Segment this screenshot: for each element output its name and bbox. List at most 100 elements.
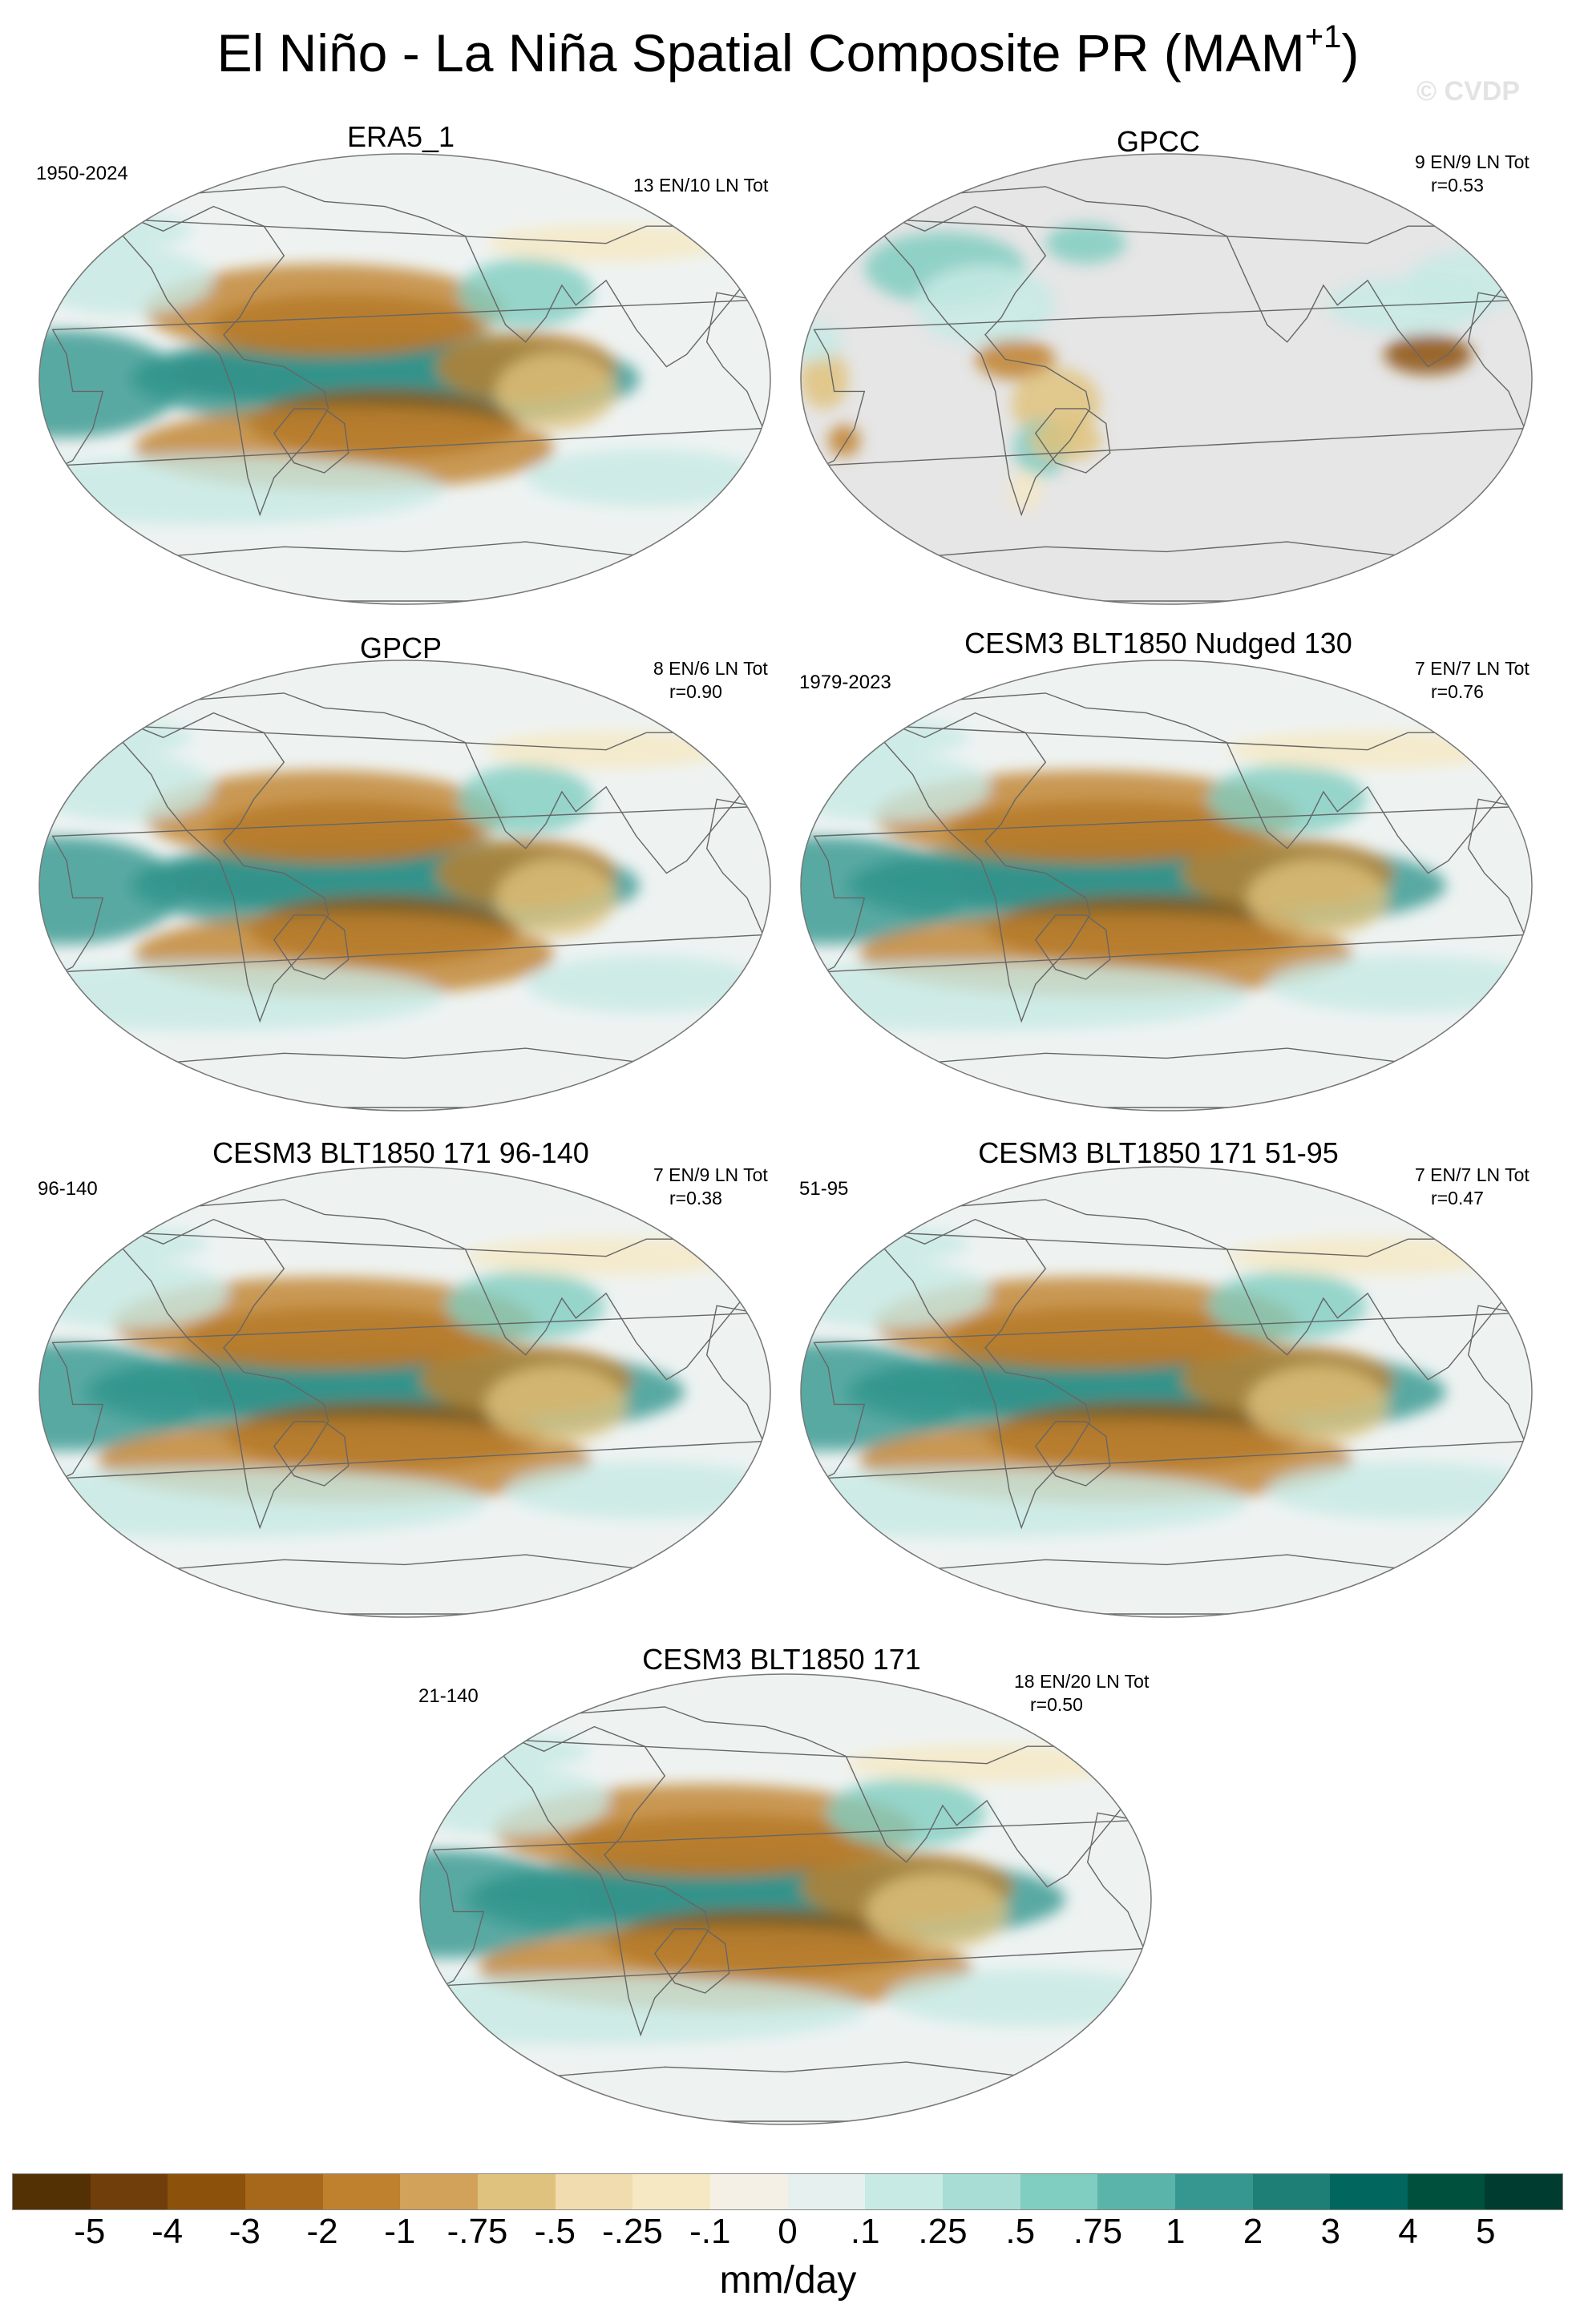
map-svg xyxy=(800,1166,1533,1618)
panel-stats-171: 18 EN/20 LN Tot r=0.50 xyxy=(1014,1670,1149,1717)
colorbar-tick-label: .5 xyxy=(1005,2212,1036,2251)
africa-coastline xyxy=(813,1305,1526,1479)
colorbar-swatch xyxy=(632,2174,710,2209)
colorbar-swatch xyxy=(555,2174,633,2209)
panel-period-171: 21-140 xyxy=(418,1685,479,1707)
map-era5 xyxy=(36,151,774,611)
panel-stats-gpcc: 9 EN/9 LN Tot r=0.53 xyxy=(1415,151,1530,197)
panel-corr-gpcp: r=0.90 xyxy=(669,681,722,702)
antarctica-coastline xyxy=(422,2061,1149,2122)
colorbar-swatch xyxy=(1485,2174,1563,2209)
map-nudged xyxy=(798,657,1535,1118)
africa-coastline xyxy=(813,798,1526,973)
panel-counts-nudged: 7 EN/7 LN Tot xyxy=(1415,658,1530,679)
americas-coastline xyxy=(65,712,329,1023)
panel-stats-gpcp: 8 EN/6 LN Tot r=0.90 xyxy=(653,657,768,704)
panel-title-96-140: CESM3 BLT1850 171 96-140 xyxy=(212,1136,589,1169)
americas-coastline xyxy=(826,712,1091,1023)
antarctica-coastline xyxy=(803,1554,1530,1615)
panel-corr-51-95: r=0.47 xyxy=(1431,1188,1484,1208)
colorbar-tick-label: -4 xyxy=(151,2212,184,2251)
panel-stats-96-140: 7 EN/9 LN Tot r=0.38 xyxy=(653,1164,768,1210)
panel-counts-gpcc: 9 EN/9 LN Tot xyxy=(1415,151,1530,172)
colorbar-swatch xyxy=(865,2174,943,2209)
map-svg xyxy=(38,660,771,1112)
americas-coastline xyxy=(826,1218,1091,1530)
colorbar-swatch xyxy=(1020,2174,1098,2209)
colorbar-tick-label: .25 xyxy=(918,2212,968,2251)
map-96-140 xyxy=(36,1164,774,1624)
colorbar-swatch xyxy=(244,2174,323,2209)
colorbar-tick-label: -.75 xyxy=(447,2212,508,2251)
colorbar-swatch xyxy=(709,2174,788,2209)
panel-period-96-140: 96-140 xyxy=(38,1178,98,1200)
panel-corr-171: r=0.50 xyxy=(1030,1694,1083,1715)
colorbar-tick-label: 4 xyxy=(1398,2212,1418,2251)
colorbar-swatch xyxy=(1174,2174,1253,2209)
map-51-95 xyxy=(798,1164,1535,1624)
map-171 xyxy=(417,1671,1154,2132)
panel-stats-51-95: 7 EN/7 LN Tot r=0.47 xyxy=(1415,1164,1530,1210)
panel-title-gpcc: GPCC xyxy=(1116,125,1200,158)
figure-title-sup: +1 xyxy=(1304,19,1342,54)
colorbar-tick-label: -2 xyxy=(306,2212,338,2251)
australia-coastline xyxy=(273,1421,350,1487)
panel-stats-nudged: 7 EN/7 LN Tot r=0.76 xyxy=(1415,657,1530,704)
colorbar-swatch xyxy=(1407,2174,1485,2209)
panel-counts-96-140: 7 EN/9 LN Tot xyxy=(653,1164,768,1185)
colorbar-tick-label: -.5 xyxy=(534,2212,576,2251)
antarctica-coastline xyxy=(42,1554,768,1615)
colorbar-swatch xyxy=(322,2174,401,2209)
antarctica-coastline xyxy=(803,1047,1530,1108)
figure-title: El Niño - La Niña Spatial Composite PR (… xyxy=(0,18,1576,85)
figure-title-close: ) xyxy=(1341,23,1360,83)
colorbar-tick-label: 2 xyxy=(1243,2212,1263,2251)
panel-counts-171: 18 EN/20 LN Tot xyxy=(1014,1671,1150,1692)
panel-counts-gpcp: 8 EN/6 LN Tot xyxy=(653,658,768,679)
colorbar-tick-label: -.1 xyxy=(689,2212,731,2251)
panel-corr-nudged: r=0.76 xyxy=(1431,681,1484,702)
colorbar-tick-label: 1 xyxy=(1166,2212,1186,2251)
map-svg xyxy=(800,660,1533,1112)
colorbar-swatch xyxy=(400,2174,478,2209)
map-svg xyxy=(38,153,771,605)
colorbar-swatch xyxy=(168,2174,245,2209)
australia-coastline xyxy=(273,408,350,474)
colorbar-units: mm/day xyxy=(719,2259,857,2302)
africa-coastline xyxy=(432,1812,1146,1987)
africa-coastline xyxy=(51,798,765,973)
antarctica-coastline xyxy=(42,1047,768,1108)
panel-title-era5: ERA5_1 xyxy=(346,120,455,153)
africa-coastline xyxy=(51,1305,765,1479)
colorbar-tick-label: -.25 xyxy=(602,2212,663,2251)
colorbar-tick-label: 3 xyxy=(1320,2212,1340,2251)
americas-coastline xyxy=(65,1218,329,1530)
colorbar xyxy=(12,2173,1563,2210)
panel-period-51-95: 51-95 xyxy=(799,1178,849,1200)
panel-title-51-95: CESM3 BLT1850 171 51-95 xyxy=(978,1136,1339,1169)
australia-coastline xyxy=(1034,1421,1111,1487)
panel-title-nudged: CESM3 BLT1850 Nudged 130 xyxy=(964,627,1352,660)
panel-title-171: CESM3 BLT1850 171 xyxy=(642,1643,921,1676)
panel-stats-era5: 13 EN/10 LN Tot xyxy=(633,174,768,197)
colorbar-tick-label: .75 xyxy=(1073,2212,1123,2251)
colorbar-swatch xyxy=(13,2174,91,2209)
map-gpcp xyxy=(36,657,774,1118)
figure-title-text: El Niño - La Niña Spatial Composite PR (… xyxy=(216,23,1305,83)
colorbar-swatch xyxy=(477,2174,556,2209)
panel-period-nudged: 1979-2023 xyxy=(799,672,891,693)
map-svg xyxy=(800,153,1533,605)
colorbar-tick-label: 0 xyxy=(778,2212,798,2251)
panel-counts-era5: 13 EN/10 LN Tot xyxy=(633,175,769,196)
colorbar-swatch xyxy=(90,2174,168,2209)
colorbar-tick-label: 5 xyxy=(1476,2212,1496,2251)
panel-period-era5: 1950-2024 xyxy=(36,163,128,184)
colorbar-swatch xyxy=(942,2174,1020,2209)
panel-corr-gpcc: r=0.53 xyxy=(1431,175,1484,196)
antarctica-coastline xyxy=(42,541,768,602)
americas-coastline xyxy=(446,1725,710,2037)
map-svg xyxy=(419,1673,1152,2125)
colorbar-tick-label: -3 xyxy=(228,2212,261,2251)
colorbar-tick-label: .1 xyxy=(850,2212,880,2251)
colorbar-swatch xyxy=(787,2174,866,2209)
